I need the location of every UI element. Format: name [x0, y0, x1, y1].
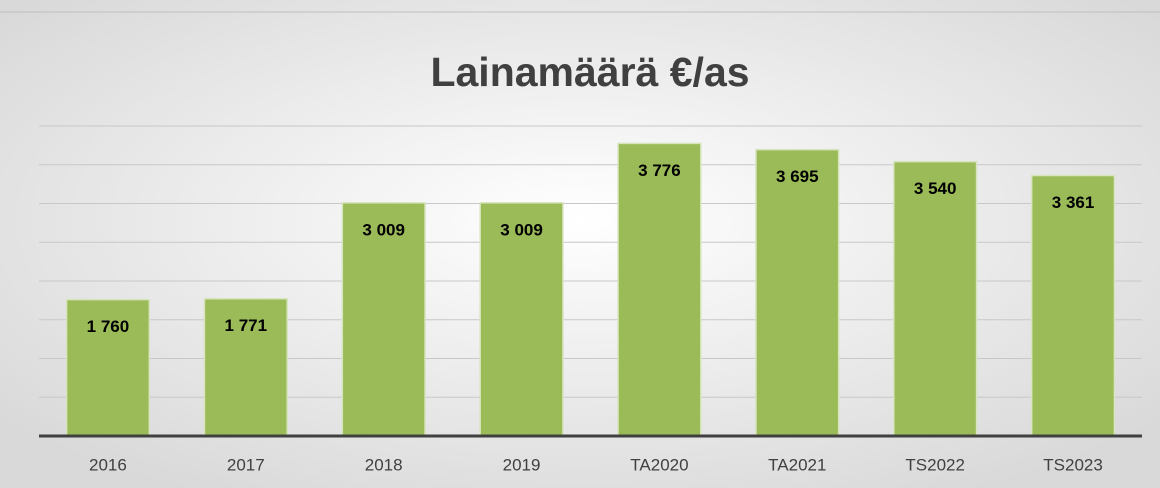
value-label: 3 361 — [1052, 193, 1095, 212]
chart-title: Lainamäärä €/as — [430, 49, 749, 95]
bar — [1030, 174, 1116, 437]
bar — [65, 298, 151, 437]
value-label: 1 771 — [225, 316, 268, 335]
bar — [341, 202, 426, 437]
bar — [755, 148, 840, 437]
x-tick-label: 2016 — [89, 455, 127, 474]
x-tick-label: TS2022 — [905, 455, 965, 474]
x-tick-label: TA2021 — [768, 455, 826, 474]
value-label: 3 540 — [914, 179, 957, 198]
x-tick-label: 2017 — [227, 455, 265, 474]
x-tick-label: 2019 — [503, 455, 541, 474]
value-label: 3 009 — [500, 220, 543, 239]
value-label: 3 776 — [638, 161, 681, 180]
bar — [893, 160, 978, 437]
x-tick-label: 2018 — [365, 455, 403, 474]
value-label: 3 009 — [362, 220, 405, 239]
x-tick-label: TA2020 — [630, 455, 688, 474]
x-tick-label: TS2023 — [1043, 455, 1103, 474]
value-label: 1 760 — [87, 317, 130, 336]
value-label: 3 695 — [776, 167, 819, 186]
bar — [617, 142, 702, 437]
